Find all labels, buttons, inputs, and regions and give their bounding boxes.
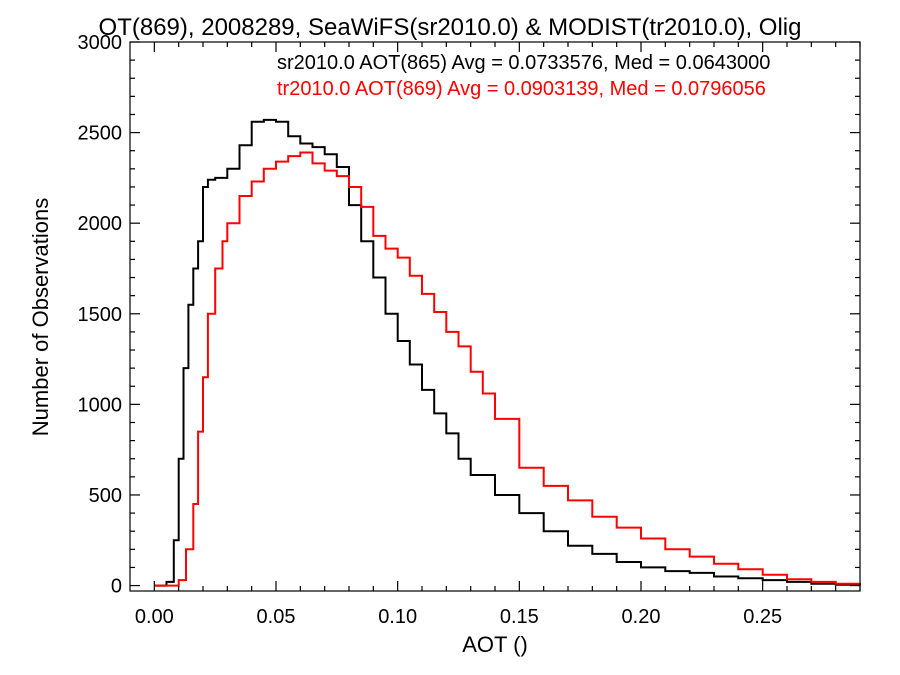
x-axis-label: AOT () [462, 632, 528, 657]
x-tick-label: 0.25 [743, 606, 782, 628]
series-line-1 [154, 151, 861, 587]
plot-frame [129, 41, 861, 592]
legend-entry-red: tr2010.0 AOT(869) Avg = 0.0903139, Med =… [277, 78, 766, 100]
x-tick-label: 0.05 [257, 606, 296, 628]
y-tick-label: 0 [111, 576, 122, 598]
y-tick-label: 1500 [78, 304, 123, 326]
y-tick-label: 1000 [78, 394, 123, 416]
y-tick-label: 3000 [78, 32, 123, 54]
x-tick-label: 0.20 [622, 606, 661, 628]
legend-entry-black: sr2010.0 AOT(865) Avg = 0.0733576, Med =… [277, 52, 770, 74]
x-tick-label: 0.00 [135, 606, 174, 628]
x-tick-label: 0.10 [378, 606, 417, 628]
y-tick-label: 2500 [78, 123, 123, 145]
y-tick-label: 2000 [78, 213, 123, 235]
y-tick-label: 500 [89, 485, 122, 507]
chart-title: OT(869), 2008289, SeaWiFS(sr2010.0) & MO… [99, 14, 802, 41]
x-tick-label: 0.15 [500, 606, 539, 628]
series-line-0 [154, 118, 861, 587]
y-axis-label: Number of Observations [28, 198, 53, 436]
